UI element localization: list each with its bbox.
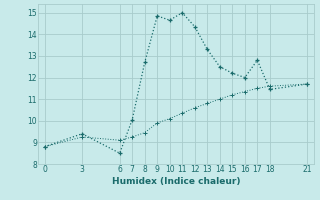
X-axis label: Humidex (Indice chaleur): Humidex (Indice chaleur): [112, 177, 240, 186]
